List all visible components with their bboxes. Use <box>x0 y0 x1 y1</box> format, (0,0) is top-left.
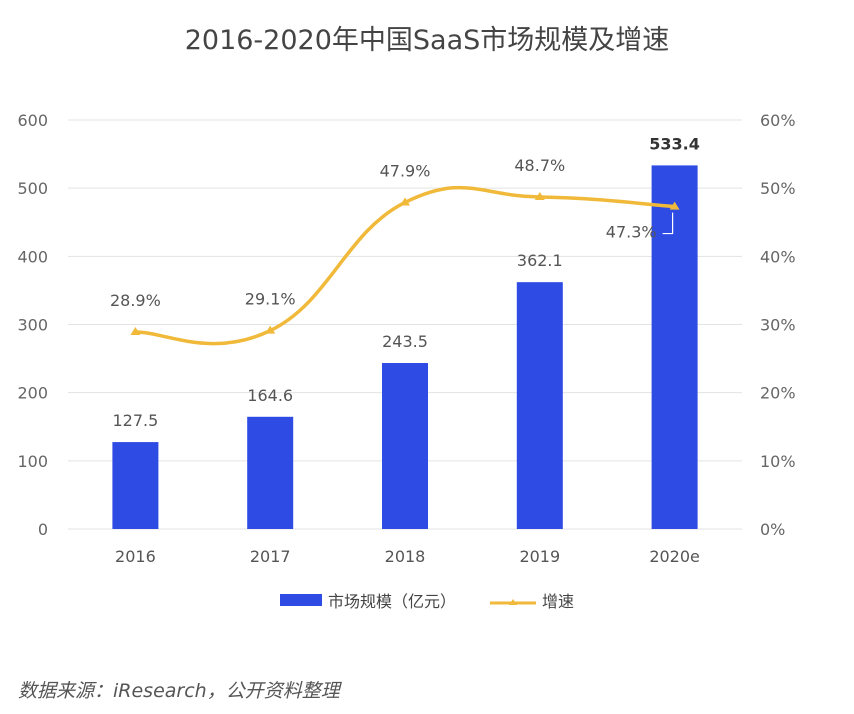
bar-data-label: 127.5 <box>112 411 158 430</box>
bar[interactable] <box>382 363 428 529</box>
x-tick-label: 2016 <box>115 547 156 566</box>
line-data-label: 29.1% <box>245 290 296 309</box>
bar[interactable] <box>247 416 294 529</box>
chart-title: 2016-2020年中国SaaS市场规模及增速 <box>184 25 670 56</box>
growth-line <box>133 185 677 346</box>
left-tick-label: 600 <box>17 111 48 130</box>
right-tick-label: 0% <box>760 520 785 539</box>
left-axis-ticks: 0 100 200 300 400 500 600 <box>17 111 48 539</box>
x-axis-ticks: 2016 2017 2018 2019 2020e <box>115 547 700 566</box>
x-tick-label: 2020e <box>649 547 700 566</box>
right-tick-label: 50% <box>760 179 796 198</box>
bar-series <box>112 165 698 530</box>
leader-line <box>662 212 674 235</box>
left-tick-label: 200 <box>17 384 48 403</box>
bar-data-label: 533.4 <box>649 134 700 153</box>
line-data-label: 48.7% <box>514 156 565 175</box>
legend-item-market-size[interactable]: 市场规模（亿元） <box>279 588 456 612</box>
right-tick-label: 60% <box>760 111 796 130</box>
source-note: 数据来源：iResearch，公开资料整理 <box>18 680 340 702</box>
line-data-label: 47.9% <box>380 161 431 180</box>
right-tick-label: 10% <box>760 452 796 471</box>
x-tick-label: 2018 <box>385 547 426 566</box>
right-tick-label: 20% <box>760 384 796 403</box>
left-tick-label: 0 <box>38 520 48 539</box>
line-marker[interactable] <box>534 192 545 201</box>
line-marker[interactable] <box>669 201 680 210</box>
x-tick-label: 2019 <box>519 547 560 566</box>
left-tick-label: 100 <box>17 452 48 471</box>
legend-label-market-size: 市场规模（亿元） <box>327 592 456 611</box>
line-data-label: 47.3% <box>606 223 657 242</box>
left-tick-label: 400 <box>17 247 48 266</box>
line-data-label: 28.9% <box>110 291 161 310</box>
line-data-labels: 28.9% 29.1% 47.9% 48.7% 47.3% <box>110 156 674 310</box>
line-series <box>130 185 680 346</box>
bar[interactable] <box>112 442 159 529</box>
right-axis-ticks: 0% 10% 20% 30% 40% 50% 60% <box>760 111 796 539</box>
left-tick-label: 300 <box>17 316 48 335</box>
legend-line-swatch <box>490 594 536 606</box>
line-marker[interactable] <box>265 325 276 334</box>
bar-data-label: 164.6 <box>247 386 293 405</box>
bar[interactable] <box>651 165 698 530</box>
bar-data-labels: 127.5 164.6 243.5 362.1 533.4 <box>112 134 699 430</box>
legend-item-growth[interactable]: 增速 <box>490 588 574 612</box>
left-tick-label: 500 <box>17 179 48 198</box>
bar-data-label: 243.5 <box>382 332 428 351</box>
bar-data-label: 362.1 <box>517 251 563 270</box>
bar[interactable] <box>516 282 563 529</box>
right-tick-label: 40% <box>760 247 796 266</box>
line-marker[interactable] <box>130 326 141 335</box>
legend-bar-swatch <box>279 594 322 606</box>
x-tick-label: 2017 <box>250 547 291 566</box>
line-marker[interactable] <box>400 197 410 206</box>
legend-label-growth: 增速 <box>542 592 575 611</box>
right-tick-label: 30% <box>760 316 796 335</box>
legend: 市场规模（亿元） 增速 <box>0 588 854 612</box>
